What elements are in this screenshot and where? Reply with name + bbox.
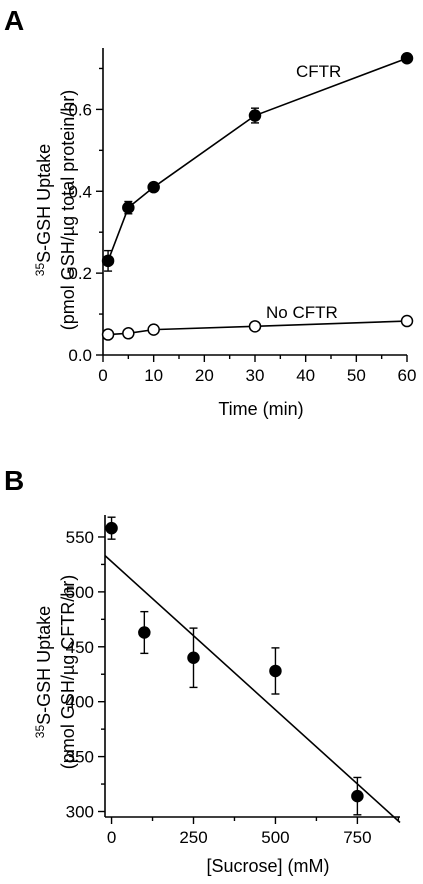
data-point-cftr [400,51,414,65]
data-point-no-cftr [400,314,414,328]
y-tick-label-a: 0.2 [68,264,92,283]
x-tick-label-a: 60 [398,366,417,385]
data-point [138,626,151,639]
chart-b: B 300 350 400 450 500 550 0 250 500 750 [Sucrose]… [4,465,401,876]
data-point [187,651,200,665]
y-axis-label-b-sup: 35 [33,725,47,739]
y-tick-label-b: 500 [66,583,94,602]
y-axis-label-b-line2: (pmol GSH/µg CFTR/hr) [58,575,78,769]
y-axis-label-b-line1: 35S-GSH Uptake [33,606,54,738]
panel-label-a: A [4,5,24,36]
y-tick-label-a: 0.0 [68,346,92,365]
chart-a-ticks: 0.0 0.2 0.4 0.6 0 10 20 30 40 50 60 [68,67,417,385]
chart-a: A 0.0 0.2 0.4 0.6 0 10 20 30 40 50 60 CFTR No CFTR… [4,5,416,419]
y-tick-label-b: 550 [66,528,94,547]
series-label-cftr: CFTR [296,62,341,81]
x-tick-label-a: 40 [296,366,315,385]
chart-b-axes [104,515,400,818]
data-point-cftr [248,109,262,122]
data-point-no-cftr [248,320,262,333]
y-tick-label-a: 0.4 [68,182,92,201]
data-point-no-cftr [147,323,160,336]
regression-line [104,555,401,824]
y-axis-label-a-line1: 35S-GSH Uptake [33,144,54,276]
x-tick-label-a: 10 [144,366,163,385]
chart-b-ticks: 300 350 400 450 500 550 0 250 500 750 [66,528,400,847]
x-tick-label-b: 0 [107,828,116,847]
chart-a-series [101,51,414,341]
data-point-cftr [122,201,135,214]
x-tick-label-a: 30 [246,366,265,385]
data-point [269,664,282,678]
data-point-no-cftr [122,327,135,340]
series-line-cftr [107,57,408,262]
panel-label-b: B [4,465,24,496]
y-axis-label-a-text: S-GSH Uptake [34,144,54,263]
x-tick-label-a: 0 [98,366,107,385]
x-tick-label-b: 500 [261,828,289,847]
y-tick-label-b: 400 [66,693,94,712]
data-point [105,521,118,535]
chart-a-axes [102,48,407,356]
x-axis-label-a: Time (min) [218,399,303,419]
y-axis-label-a-sup: 35 [33,263,47,277]
x-axis-label-b: [Sucrose] (mM) [206,856,329,876]
series-label-no-cftr: No CFTR [266,303,338,322]
y-tick-label-b: 450 [66,638,94,657]
x-tick-label-a: 20 [195,366,214,385]
y-tick-label-b: 300 [66,803,94,822]
y-tick-label-a: 0.6 [68,100,92,119]
x-tick-label-a: 50 [347,366,366,385]
data-point-cftr [147,180,160,194]
y-axis-label-b-text: S-GSH Uptake [34,606,54,725]
data-point-cftr [101,254,115,268]
data-point [351,789,364,803]
chart-b-series [104,516,401,824]
x-tick-label-b: 250 [179,828,207,847]
y-tick-label-b: 350 [66,748,94,767]
x-tick-label-b: 750 [343,828,371,847]
data-point-no-cftr [101,328,115,341]
y-axis-label-a-line2: (pmol GSH/µg total protein/hr) [58,90,78,330]
